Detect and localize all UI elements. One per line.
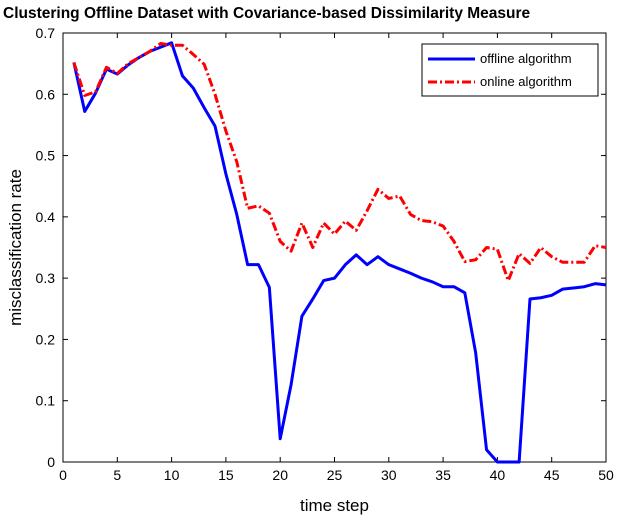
x-tick-label: 5 bbox=[113, 467, 121, 483]
legend-box bbox=[421, 43, 599, 97]
x-tick-label: 10 bbox=[164, 467, 180, 483]
legend-label-online: online algorithm bbox=[480, 74, 572, 89]
y-tick-label: 0.1 bbox=[36, 393, 56, 409]
x-tick-label: 45 bbox=[544, 467, 560, 483]
x-tick-label: 50 bbox=[598, 467, 614, 483]
online-algorithm-line bbox=[72, 41, 607, 283]
x-tick-label: 40 bbox=[490, 467, 506, 483]
x-tick-label: 20 bbox=[272, 467, 288, 483]
y-tick-label: 0.3 bbox=[36, 270, 56, 286]
legend-label-offline: offline algorithm bbox=[480, 51, 572, 66]
y-tick-label: 0.5 bbox=[36, 148, 56, 164]
x-tick-label: 30 bbox=[381, 467, 397, 483]
x-tick-label: 25 bbox=[327, 467, 343, 483]
y-axis-label: misclassification rate bbox=[6, 169, 25, 326]
y-tick-label: 0.6 bbox=[36, 86, 56, 102]
axis-ticks: 0 5 10 15 20 25 30 35 40 45 50 0 0.1 0.2 0.3 0.4 0.5 0.6 0… bbox=[36, 25, 614, 483]
data-series bbox=[72, 41, 607, 464]
y-tick-label: 0 bbox=[47, 454, 55, 470]
y-tick-label: 0.4 bbox=[36, 209, 56, 225]
y-tick-label: 0.7 bbox=[36, 25, 56, 41]
offline-algorithm-line bbox=[72, 41, 607, 464]
plot-area bbox=[62, 32, 607, 463]
chart-title: Clustering Offline Dataset with Covarian… bbox=[3, 5, 531, 22]
x-tick-label: 0 bbox=[59, 467, 67, 483]
x-axis-label: time step bbox=[300, 496, 369, 515]
y-tick-label: 0.2 bbox=[36, 331, 56, 347]
legend: offline algorithm online algorithm bbox=[421, 43, 599, 97]
x-tick-label: 15 bbox=[218, 467, 234, 483]
x-tick-label: 35 bbox=[435, 467, 451, 483]
